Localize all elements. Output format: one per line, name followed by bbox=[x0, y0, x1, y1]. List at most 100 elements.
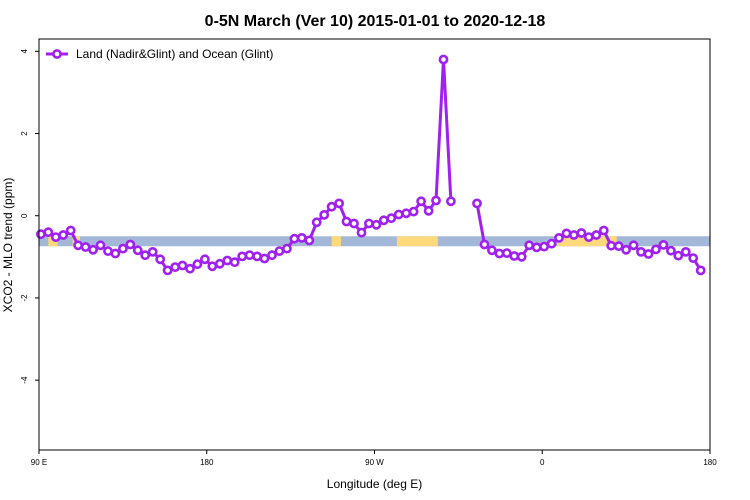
data-point bbox=[222, 255, 233, 266]
data-point bbox=[73, 240, 83, 251]
data-point bbox=[36, 229, 46, 240]
data-point bbox=[598, 225, 609, 236]
data-point bbox=[401, 208, 412, 219]
data-point bbox=[431, 195, 441, 206]
data-point bbox=[561, 228, 572, 239]
x-tick-label: 180 bbox=[703, 458, 717, 467]
data-point bbox=[304, 235, 315, 246]
data-point bbox=[214, 258, 225, 269]
chart-title: 0-5N March (Ver 10) 2015-01-01 to 2020-1… bbox=[205, 13, 546, 30]
data-point bbox=[43, 227, 54, 238]
data-point bbox=[416, 196, 426, 207]
x-tick-label: 0 bbox=[540, 458, 545, 467]
data-point bbox=[207, 261, 218, 272]
data-point bbox=[524, 240, 535, 251]
data-point bbox=[438, 54, 449, 65]
plot-area bbox=[36, 54, 710, 276]
data-point bbox=[125, 239, 136, 250]
data-point bbox=[673, 250, 684, 261]
y-tick-label: -4 bbox=[20, 376, 29, 384]
data-point bbox=[628, 240, 639, 251]
data-point bbox=[531, 242, 542, 253]
data-point bbox=[58, 230, 69, 240]
data-point bbox=[95, 240, 106, 251]
data-point bbox=[88, 244, 98, 255]
data-point bbox=[423, 205, 434, 216]
data-point bbox=[613, 241, 624, 251]
data-point bbox=[688, 253, 699, 263]
y-tick-label: 2 bbox=[20, 131, 29, 136]
data-point bbox=[170, 262, 180, 272]
data-point bbox=[695, 265, 706, 276]
data-point bbox=[606, 240, 617, 251]
data-point bbox=[651, 244, 661, 255]
data-point bbox=[569, 230, 579, 240]
data-point bbox=[296, 232, 307, 243]
data-point bbox=[132, 245, 143, 256]
data-point bbox=[110, 248, 121, 259]
legend: Land (Nadir&Glint) and Ocean (Glint) bbox=[46, 47, 273, 61]
data-point bbox=[445, 196, 456, 207]
data-point bbox=[311, 217, 322, 228]
data-point bbox=[177, 260, 188, 271]
data-point bbox=[281, 243, 292, 254]
y-axis-label: XCO2 - MLO trend (ppm) bbox=[1, 178, 15, 313]
x-tick-label: 180 bbox=[200, 458, 214, 467]
data-point bbox=[363, 218, 374, 229]
data-point bbox=[199, 254, 210, 265]
data-point bbox=[539, 241, 549, 252]
data-point bbox=[554, 232, 564, 243]
data-point bbox=[259, 253, 270, 264]
data-point bbox=[267, 250, 277, 261]
data-point bbox=[334, 198, 344, 209]
data-point bbox=[621, 244, 631, 255]
data-point bbox=[472, 198, 482, 209]
data-point bbox=[349, 218, 359, 229]
data-point bbox=[185, 263, 195, 274]
x-tick-label: 90 W bbox=[365, 458, 384, 467]
data-point bbox=[274, 246, 285, 256]
x-tick-label: 90 E bbox=[31, 458, 47, 467]
data-point bbox=[155, 254, 166, 265]
data-point bbox=[237, 251, 248, 262]
data-point bbox=[546, 238, 557, 249]
data-point bbox=[244, 250, 255, 261]
data-point bbox=[666, 245, 676, 256]
data-point bbox=[386, 213, 397, 224]
data-point bbox=[65, 225, 76, 236]
data-point bbox=[591, 230, 602, 240]
y-tick-label: 4 bbox=[20, 49, 29, 54]
x-axis-label: Longitude (deg E) bbox=[327, 477, 422, 491]
data-point bbox=[147, 246, 158, 257]
data-point bbox=[583, 232, 594, 242]
data-point bbox=[509, 251, 520, 261]
data-point bbox=[643, 249, 654, 259]
y-tick-label: -2 bbox=[20, 294, 29, 302]
data-point bbox=[162, 265, 173, 276]
data-point bbox=[680, 246, 691, 257]
data-point bbox=[501, 248, 512, 258]
legend-label: Land (Nadir&Glint) and Ocean (Glint) bbox=[76, 47, 273, 61]
data-point bbox=[140, 250, 151, 261]
data-point bbox=[393, 209, 404, 220]
data-point bbox=[658, 239, 669, 250]
data-point bbox=[516, 251, 527, 262]
data-point bbox=[636, 246, 646, 257]
data-point bbox=[118, 243, 128, 254]
data-point bbox=[408, 206, 419, 217]
data-point bbox=[289, 233, 300, 244]
data-point bbox=[486, 245, 497, 256]
data-point bbox=[319, 209, 330, 220]
data-point bbox=[341, 216, 352, 227]
data-point bbox=[326, 201, 337, 212]
data-point bbox=[356, 227, 367, 238]
data-point bbox=[229, 257, 240, 268]
data-point bbox=[479, 239, 490, 250]
x-axis: 90 E 180 90 W 0 180 bbox=[31, 450, 717, 467]
data-point bbox=[192, 259, 203, 270]
data-point bbox=[576, 228, 587, 238]
y-tick-label: 0 bbox=[20, 213, 29, 218]
data-point bbox=[371, 219, 382, 230]
y-axis: 4 2 0 -2 -4 bbox=[20, 49, 39, 384]
